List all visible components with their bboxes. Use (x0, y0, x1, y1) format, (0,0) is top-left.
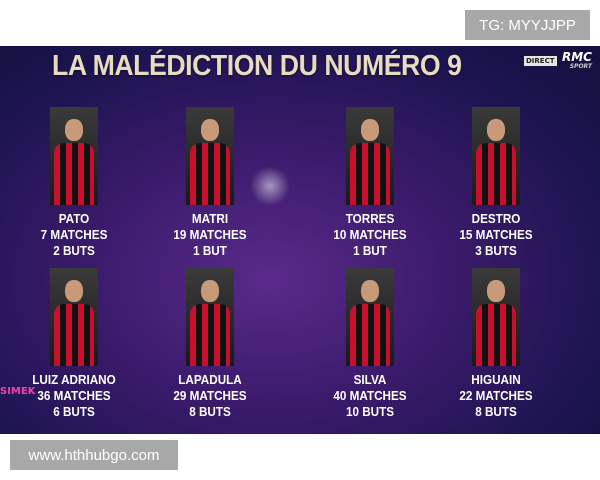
player-name: MATRI (191, 211, 229, 226)
player-matches: 19 MATCHES (173, 227, 247, 242)
player-card: TORRES 10 MATCHES 1 BUT (310, 107, 430, 259)
player-card: DESTRO 15 MATCHES 3 BUTS (436, 107, 556, 259)
player-matches: 7 MATCHES (40, 227, 108, 242)
player-name: HIGUAIN (471, 372, 521, 387)
watermark-top: TG: MYYJJPP (465, 10, 590, 40)
player-name: SILVA (353, 372, 387, 387)
player-matches: 29 MATCHES (173, 388, 247, 403)
player-matches: 22 MATCHES (459, 388, 533, 403)
player-name: LAPADULA (178, 372, 242, 387)
player-goals: 3 BUTS (475, 243, 517, 258)
tv-graphic: LA MALÉDICTION DU NUMÉRO 9 DIRECT RMC SPO… (0, 46, 600, 434)
player-name: TORRES (345, 211, 395, 226)
player-goals: 1 BUT (353, 243, 387, 258)
player-goals: 6 BUTS (53, 404, 95, 419)
direct-badge: DIRECT (524, 56, 557, 66)
watermark-bottom: www.hthhubgo.com (10, 440, 178, 470)
player-card: HIGUAIN 22 MATCHES 8 BUTS (436, 268, 556, 420)
player-name: PATO (58, 211, 90, 226)
player-goals: 1 BUT (193, 243, 227, 258)
player-matches: 15 MATCHES (459, 227, 533, 242)
player-goals: 8 BUTS (189, 404, 231, 419)
player-goals: 10 BUTS (345, 404, 395, 419)
player-name: LUIZ ADRIANO (32, 372, 116, 387)
graphic-title: LA MALÉDICTION DU NUMÉRO 9 (52, 50, 462, 82)
player-matches: 40 MATCHES (333, 388, 407, 403)
channel-name: RMC (562, 50, 592, 64)
player-matches: 10 MATCHES (333, 227, 407, 242)
player-photo (50, 268, 98, 366)
player-photo (472, 107, 520, 205)
player-photo (472, 268, 520, 366)
player-name: DESTRO (471, 211, 521, 226)
player-card: PATO 7 MATCHES 2 BUTS (14, 107, 134, 259)
player-photo (50, 107, 98, 205)
corner-logo: SIMEK (0, 386, 36, 397)
player-card: LAPADULA 29 MATCHES 8 BUTS (150, 268, 270, 420)
channel-sub: SPORT (569, 63, 592, 70)
player-photo (186, 268, 234, 366)
rmc-sport-logo: RMC SPORT (562, 50, 592, 72)
player-card: LUIZ ADRIANO 36 MATCHES 6 BUTS (14, 268, 134, 420)
player-goals: 2 BUTS (53, 243, 95, 258)
player-photo (186, 107, 234, 205)
player-card: SILVA 40 MATCHES 10 BUTS (310, 268, 430, 420)
player-photo (346, 268, 394, 366)
player-goals: 8 BUTS (475, 404, 517, 419)
player-photo (346, 107, 394, 205)
player-card: MATRI 19 MATCHES 1 BUT (150, 107, 270, 259)
player-matches: 36 MATCHES (37, 388, 111, 403)
